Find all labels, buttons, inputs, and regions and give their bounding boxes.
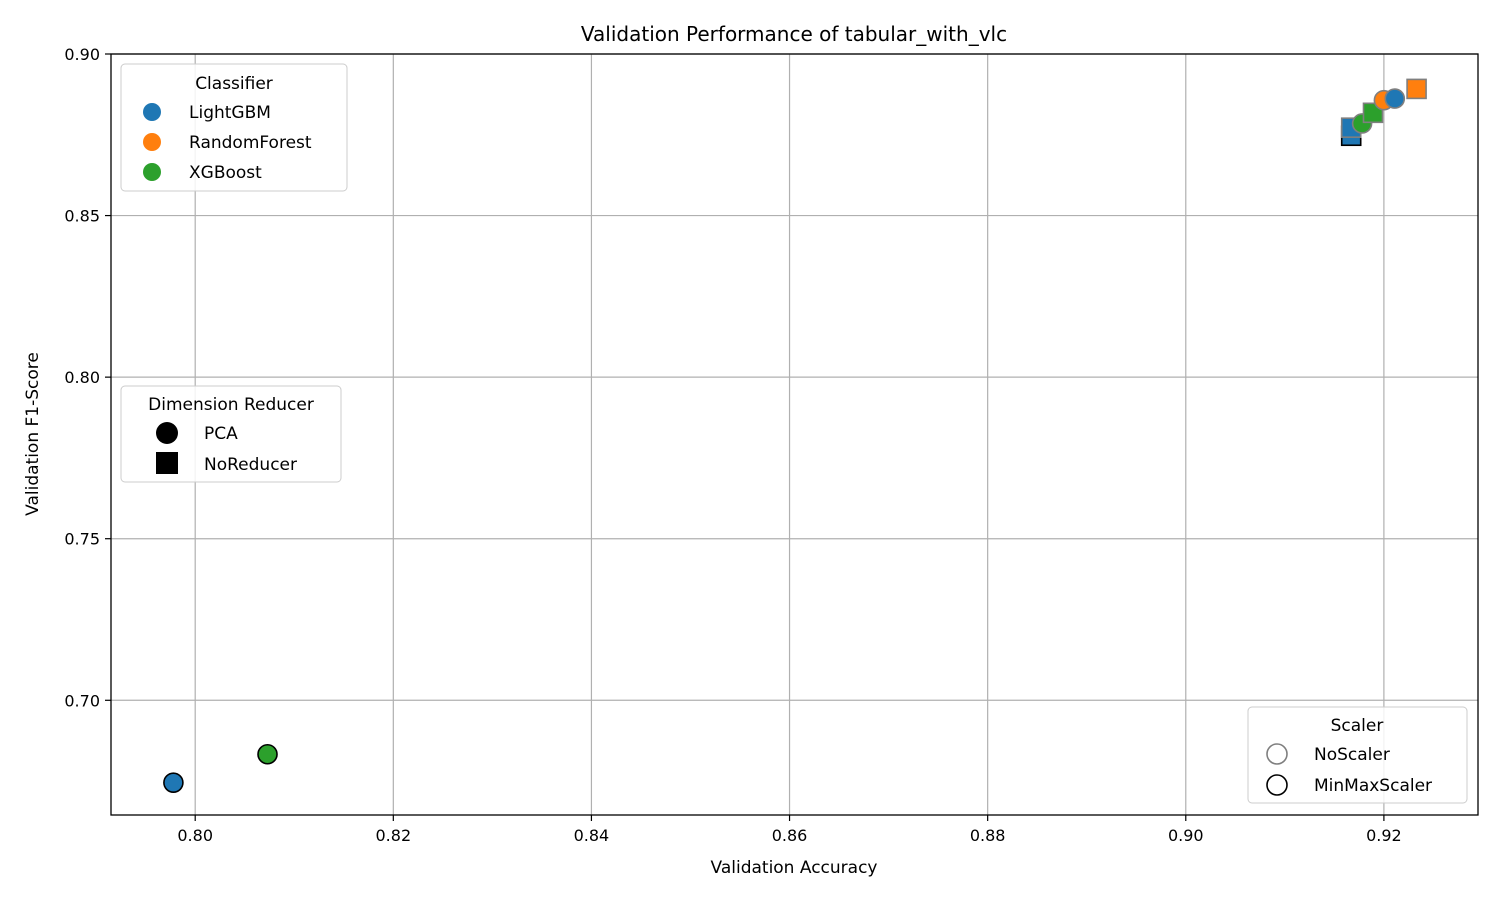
legend-xgboost-label: XGBoost <box>189 163 262 183</box>
legend-noscaler-marker <box>1266 743 1288 765</box>
point-lightgbm-pca-noscaler <box>1384 88 1406 109</box>
point-lightgbm-pca-minmaxscaler <box>163 772 184 793</box>
x-tick-label: 0.90 <box>1168 826 1204 845</box>
x-tick-label: 0.80 <box>177 826 213 845</box>
legend-lightgbm-label: LightGBM <box>189 103 271 123</box>
legend-minmaxscaler-marker <box>1266 774 1288 796</box>
legend-classifier-title: Classifier <box>195 74 273 94</box>
point-xgboost-pca-minmaxscaler <box>257 743 278 765</box>
y-tick-label: 0.85 <box>64 207 100 226</box>
legend-lightgbm-marker <box>143 103 161 121</box>
legend-scaler: Scaler NoScaler MinMaxScaler <box>1247 706 1468 804</box>
chart-title: Validation Performance of tabular_with_v… <box>581 22 1007 46</box>
legend-reducer: Dimension Reducer PCA NoReducer <box>120 385 342 483</box>
y-axis-label: Validation F1-Score <box>23 352 43 516</box>
legend-randomforest-marker <box>143 133 161 151</box>
y-tick-label: 0.90 <box>64 45 100 64</box>
legend-scaler-title: Scaler <box>1331 716 1384 736</box>
point-randomforest-noreducer-noscaler <box>1406 78 1427 100</box>
x-tick-label: 0.88 <box>970 826 1006 845</box>
legend-minmaxscaler-label: MinMaxScaler <box>1314 776 1432 796</box>
y-axis-ticks: 0.70 0.75 0.80 0.85 0.90 <box>64 45 111 710</box>
data-points <box>163 78 1427 793</box>
legend-xgboost-marker <box>143 163 161 181</box>
x-axis-label: Validation Accuracy <box>711 858 878 878</box>
y-tick-label: 0.70 <box>64 691 100 710</box>
x-axis-ticks: 0.80 0.82 0.84 0.86 0.88 0.90 0.92 <box>177 815 1402 845</box>
legend-noreducer-label: NoReducer <box>204 455 297 475</box>
legend-noreducer-marker <box>156 452 178 474</box>
legend-classifier: Classifier LightGBM RandomForest XGBoost <box>120 63 348 192</box>
plot-frame <box>110 53 1479 816</box>
x-tick-label: 0.84 <box>574 826 610 845</box>
legend-scaler-frame <box>1247 706 1468 804</box>
legend-randomforest-label: RandomForest <box>189 133 312 153</box>
legend-pca-marker <box>156 422 178 444</box>
legend-pca-label: PCA <box>204 424 238 444</box>
x-tick-label: 0.92 <box>1366 826 1402 845</box>
y-tick-label: 0.75 <box>64 530 100 549</box>
legend-reducer-title: Dimension Reducer <box>148 395 314 415</box>
legend-classifier-frame <box>120 63 348 192</box>
x-tick-label: 0.82 <box>376 826 412 845</box>
y-tick-label: 0.80 <box>64 368 100 387</box>
x-tick-label: 0.86 <box>772 826 808 845</box>
legend-noscaler-label: NoScaler <box>1314 745 1390 765</box>
